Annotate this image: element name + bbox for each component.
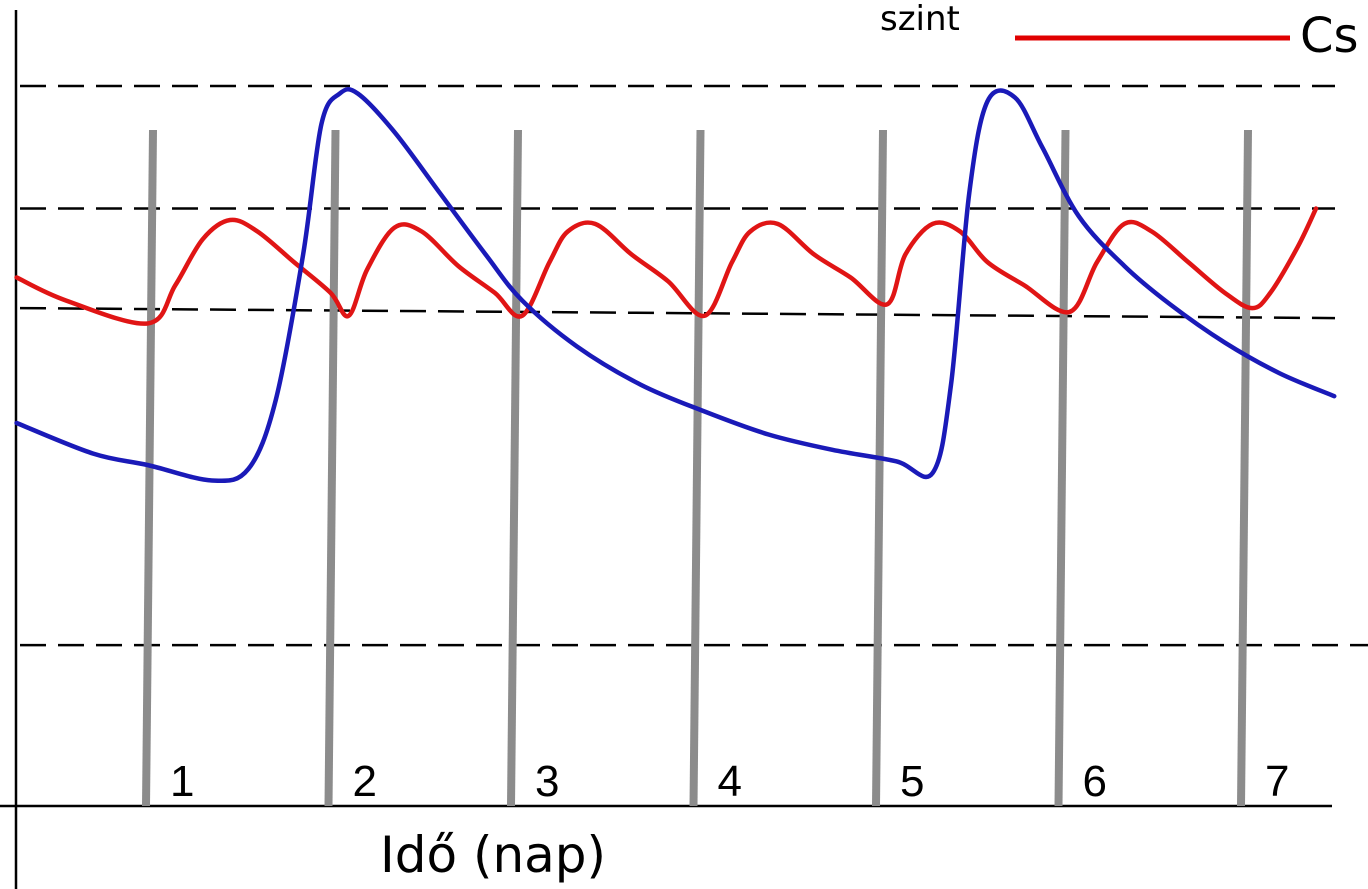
day-label: 2 [353, 757, 377, 806]
day-label: 4 [718, 757, 742, 806]
series-line-blue [14, 87, 1337, 484]
day-label: 5 [900, 757, 924, 806]
x-axis-label: Idő (nap) [380, 826, 606, 884]
reference-levels [19, 84, 1368, 647]
day-markers [142, 129, 1252, 807]
reference-level-line [19, 306, 1336, 320]
day-label: 1 [170, 757, 194, 806]
day-marker-line [872, 129, 887, 807]
day-marker-line [1237, 129, 1252, 807]
day-marker-line [142, 129, 157, 807]
day-labels: 1 2 3 4 5 6 7 [170, 757, 1289, 806]
day-marker-line [324, 129, 340, 807]
day-marker-line [507, 129, 522, 807]
day-label: 6 [1083, 757, 1107, 806]
legend-label-left: szint [880, 0, 960, 39]
day-label: 7 [1265, 757, 1289, 806]
series-line-red [14, 206, 1319, 326]
day-label: 3 [535, 757, 559, 806]
legend-label-right: Cs [1300, 8, 1359, 64]
day-marker-line [689, 129, 705, 807]
series-layer [14, 87, 1337, 484]
day-marker-line [1054, 129, 1070, 807]
